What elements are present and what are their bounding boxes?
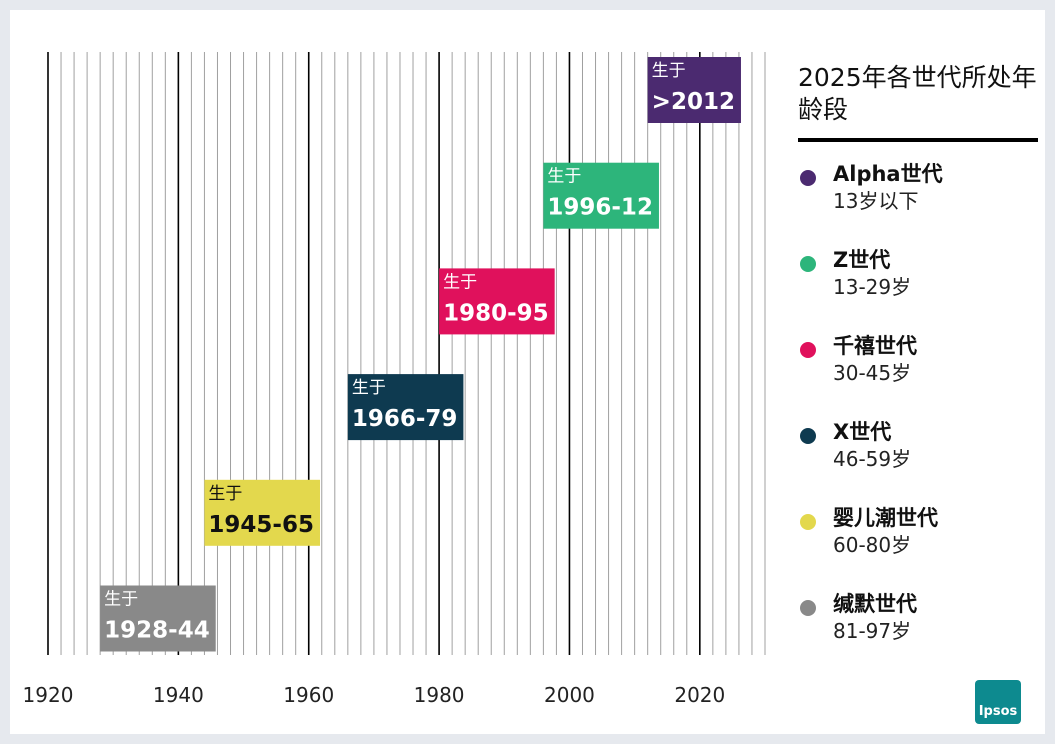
- legend-age: 30-45岁: [833, 361, 912, 385]
- legend-dot: [800, 514, 816, 530]
- legend-name: X世代: [833, 420, 892, 444]
- legend-dot: [800, 342, 816, 358]
- x-tick-label: 1940: [153, 683, 204, 707]
- born-label: 生于: [352, 378, 386, 398]
- legend-name: 缄默世代: [833, 592, 917, 616]
- born-years: >2012: [652, 89, 735, 115]
- x-tick-label: 1920: [23, 683, 74, 707]
- legend-dot: [800, 256, 816, 272]
- legend-dot: [800, 600, 816, 616]
- born-label: 生于: [104, 590, 138, 610]
- legend-age: 60-80岁: [833, 533, 912, 557]
- legend-dot: [800, 428, 816, 444]
- generation-box: 生于 1996-12: [543, 162, 659, 229]
- legend-entry: 千禧世代 30-45岁: [798, 332, 1038, 418]
- legend-entry: X世代 46-59岁: [798, 418, 1038, 504]
- legend-name: Alpha世代: [833, 162, 943, 186]
- born-label: 生于: [443, 272, 477, 292]
- legend-name: Z世代: [833, 248, 891, 272]
- legend-title: 2025年各世代所处年龄段: [798, 62, 1038, 142]
- box: [347, 374, 464, 441]
- generation-box: 生于 1928-44: [100, 585, 216, 652]
- x-tick-label: 1980: [414, 683, 465, 707]
- box: [204, 479, 321, 546]
- card: 1920 1940 1960 1980 2000 2020 生于 >2012 生于 1996-12…: [10, 10, 1045, 734]
- chart: 1920 1940 1960 1980 2000 2020 生于 >2012 生于 1996-12…: [23, 52, 766, 707]
- born-label: 生于: [547, 167, 581, 187]
- legend-age: 46-59岁: [833, 447, 912, 471]
- born-label: 生于: [652, 61, 686, 81]
- legend-dot: [800, 170, 816, 186]
- generation-box: 生于 1966-79: [347, 374, 464, 441]
- born-years: 1980-95: [443, 300, 549, 326]
- x-tick-label: 1960: [283, 683, 334, 707]
- legend-entry: 婴儿潮世代 60-80岁: [798, 504, 1038, 590]
- box: [439, 268, 555, 335]
- born-label: 生于: [208, 484, 242, 504]
- box: [647, 57, 741, 123]
- box: [543, 162, 659, 229]
- legend-entries: Alpha世代 13岁以下 Z世代 13-29岁 千禧世代 30-45岁 X世代 46-59岁…: [798, 142, 1038, 676]
- legend-entry: Z世代 13-29岁: [798, 246, 1038, 332]
- x-tick-label: 2000: [544, 683, 595, 707]
- legend-age: 13岁以下: [833, 189, 919, 213]
- born-years: 1945-65: [208, 512, 314, 538]
- legend-entry: 缄默世代 81-97岁: [798, 590, 1038, 676]
- legend: 2025年各世代所处年龄段 Alpha世代 13岁以下 Z世代 13-29岁 千禧世代 3…: [798, 62, 1038, 676]
- generation-box: 生于 1945-65: [204, 479, 321, 546]
- generation-box: 生于 1980-95: [439, 268, 555, 335]
- box: [100, 585, 216, 652]
- legend-name: 婴儿潮世代: [833, 506, 938, 530]
- born-years: 1928-44: [104, 618, 210, 644]
- legend-age: 13-29岁: [833, 275, 912, 299]
- generation-box: 生于 >2012: [647, 57, 741, 123]
- legend-name: 千禧世代: [833, 334, 917, 358]
- born-years: 1996-12: [547, 195, 653, 221]
- born-years: 1966-79: [352, 406, 458, 432]
- logo: Ipsos: [975, 680, 1021, 724]
- legend-age: 81-97岁: [833, 619, 912, 643]
- x-tick-label: 2020: [674, 683, 725, 707]
- legend-entry: Alpha世代 13岁以下: [798, 160, 1038, 246]
